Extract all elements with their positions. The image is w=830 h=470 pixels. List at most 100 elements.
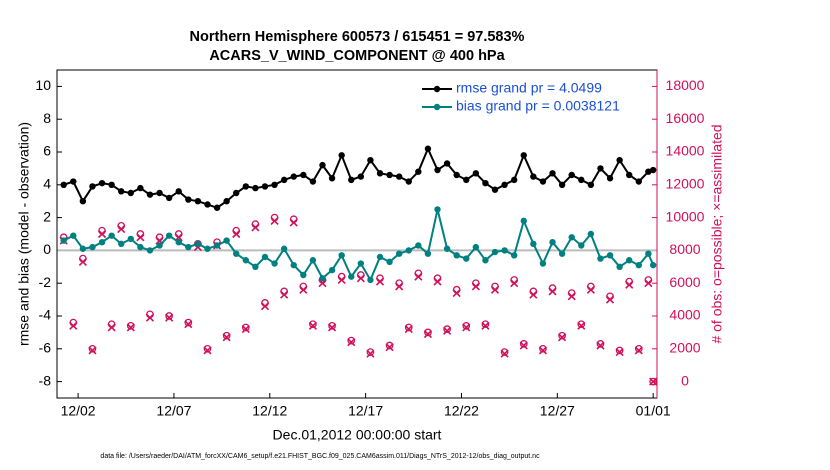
- assimilated-marker: [78, 257, 87, 266]
- y-tick-label: -6: [39, 340, 52, 356]
- point: [242, 183, 250, 190]
- point: [578, 176, 585, 184]
- assimilated-marker: [644, 279, 653, 288]
- point: [338, 252, 345, 259]
- possible-marker: [649, 377, 658, 386]
- point: [348, 176, 355, 184]
- point: [578, 242, 585, 249]
- point: [549, 170, 556, 177]
- possible-marker: [558, 331, 566, 340]
- assimilated-marker: [471, 282, 480, 291]
- point: [338, 152, 345, 159]
- possible-marker: [462, 321, 471, 330]
- assimilated-marker: [462, 323, 471, 332]
- assimilated-marker: [433, 277, 442, 286]
- point: [194, 198, 202, 205]
- point: [539, 260, 547, 267]
- x-tick-label: 12/27: [540, 403, 575, 419]
- assimilated-marker: [184, 320, 193, 329]
- point: [319, 275, 326, 282]
- possible-marker: [443, 325, 451, 333]
- possible-marker: [385, 341, 394, 350]
- possible-marker: [500, 348, 509, 356]
- point: [587, 230, 595, 238]
- assimilated-marker: [97, 229, 107, 239]
- assimilated-marker: [395, 282, 404, 291]
- assimilated-marker: [490, 285, 500, 294]
- assimilated-marker: [538, 346, 548, 355]
- point: [491, 186, 499, 193]
- y-tick-label: -2: [39, 274, 52, 290]
- assimilated-marker: [375, 277, 385, 286]
- assimilated-marker: [251, 223, 260, 232]
- point: [453, 171, 460, 179]
- assimilated-marker: [347, 338, 356, 347]
- point: [472, 170, 480, 177]
- point: [649, 166, 657, 174]
- point: [549, 239, 556, 246]
- point: [233, 189, 240, 197]
- x-tick-label: 12/07: [156, 403, 191, 419]
- point: [290, 173, 297, 180]
- point: [386, 258, 393, 266]
- y2-tick-label: 14000: [666, 143, 705, 159]
- point: [482, 179, 489, 187]
- assimilated-marker: [232, 229, 241, 239]
- assimilated-marker: [404, 325, 413, 334]
- point: [520, 152, 527, 159]
- assimilated-marker: [222, 333, 231, 342]
- possible-marker: [184, 318, 193, 327]
- point: [223, 198, 230, 205]
- point: [626, 257, 633, 264]
- point: [510, 252, 518, 259]
- point: [587, 181, 595, 188]
- point: [127, 189, 135, 197]
- point: [463, 255, 470, 262]
- assimilated-marker: [145, 313, 155, 322]
- point: [280, 245, 288, 252]
- point: [118, 240, 125, 248]
- possible-marker: [577, 320, 586, 329]
- point: [616, 263, 623, 270]
- point: [376, 170, 384, 177]
- point: [405, 178, 412, 185]
- possible-marker: [88, 344, 97, 353]
- point: [616, 157, 623, 164]
- possible-marker: [404, 323, 413, 332]
- y-axis-label: rmse and bias (model - observation): [16, 122, 32, 346]
- y-tick-label: 8: [43, 110, 51, 126]
- assimilated-marker: [423, 329, 432, 339]
- y-tick-label: 0: [43, 241, 51, 257]
- assimilated-marker: [308, 321, 317, 330]
- footnote: data file: /Users/raeder/DAI/ATM_forcXX/…: [100, 453, 540, 460]
- point: [156, 189, 163, 197]
- possible-marker: [203, 344, 212, 353]
- assimilated-marker: [107, 323, 116, 332]
- point: [597, 165, 604, 172]
- legend-marker: [433, 85, 441, 93]
- point: [626, 171, 633, 179]
- point: [367, 157, 374, 164]
- point: [271, 181, 278, 188]
- point: [185, 243, 192, 251]
- point: [558, 250, 566, 257]
- point: [558, 181, 566, 188]
- possible-marker: [165, 312, 173, 320]
- point: [127, 235, 135, 243]
- point: [434, 206, 441, 213]
- point: [463, 176, 470, 184]
- y2-tick-label: 12000: [666, 176, 705, 192]
- point: [405, 247, 412, 254]
- assimilated-marker: [385, 343, 394, 352]
- point: [434, 166, 441, 174]
- point: [328, 266, 336, 274]
- point: [194, 240, 202, 248]
- assimilated-marker: [88, 346, 97, 355]
- point: [300, 271, 307, 279]
- point: [137, 243, 144, 251]
- assimilated-marker: [165, 313, 174, 322]
- possible-marker: [347, 336, 356, 345]
- point: [319, 161, 326, 169]
- y-tick-label: 4: [43, 176, 51, 192]
- assimilated-marker: [299, 285, 308, 294]
